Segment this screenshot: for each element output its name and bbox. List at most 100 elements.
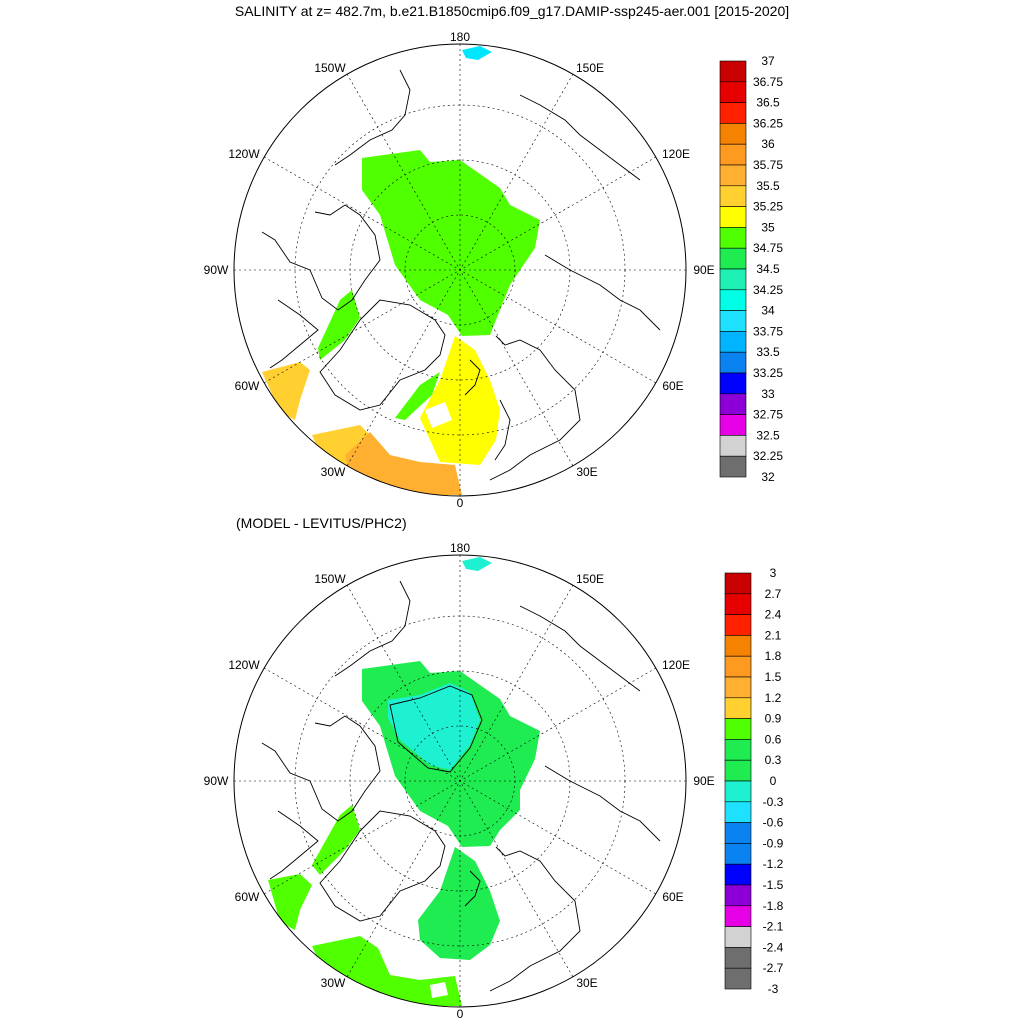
colorbar-bottom-label: 1.5	[765, 670, 782, 684]
bering-strait-patch-top	[462, 46, 492, 60]
north-atlantic-field-bottom	[312, 936, 462, 1006]
colorbar-top-swatch	[719, 227, 747, 249]
colorbar-bottom-label: 0.6	[765, 732, 782, 746]
colorbar-bottom-label: -0.6	[763, 816, 784, 830]
colorbar-top-label: 35.5	[756, 179, 780, 193]
salinity-difference-map-bottom: 180 150E 120E 90E 60E 30E 0 30W 60W 90W …	[204, 541, 715, 1021]
colorbar-top-swatch	[719, 185, 747, 207]
colorbar-top-label: 36	[761, 137, 775, 151]
colorbar-top-swatch	[719, 247, 747, 270]
lon-label-0: 0	[457, 496, 464, 510]
lon-label-180: 180	[450, 30, 470, 44]
colorbar-bottom-swatch	[724, 947, 752, 969]
colorbar-bottom-swatch	[724, 697, 752, 719]
colorbar-bottom-swatch	[724, 739, 752, 761]
lon-label-90e-bottom: 90E	[693, 774, 714, 788]
colorbar-bottom-label: 2.7	[765, 587, 782, 601]
colorbar-bottom-label: 2.1	[765, 628, 782, 642]
colorbar-top-label: 34.5	[756, 262, 780, 276]
colorbar-bottom-swatch	[724, 822, 752, 844]
colorbar-top-swatch	[719, 455, 747, 478]
colorbar-bottom-label: -0.9	[763, 836, 784, 850]
lon-label-60e-bottom: 60E	[662, 890, 683, 904]
colorbar-bottom-label: 2.4	[765, 608, 782, 622]
lon-label-120e: 120E	[662, 147, 690, 161]
colorbar-bottom-label: 3	[770, 566, 777, 580]
colorbar-top-swatch	[719, 123, 747, 145]
colorbar-bottom-swatch	[724, 967, 752, 990]
colorbar-top-label: 36.25	[753, 116, 783, 130]
lon-label-0-bottom: 0	[457, 1007, 464, 1021]
colorbar-top-label: 34	[761, 304, 775, 318]
colorbar-top-swatch	[719, 351, 747, 374]
colorbar-top-label: 33.75	[753, 324, 783, 338]
baffin-bay-field-bottom	[312, 805, 360, 875]
colorbar-bottom-swatch	[724, 759, 752, 782]
colorbar-bottom-swatch	[724, 655, 752, 678]
colorbar-bottom-swatch	[724, 780, 752, 803]
colorbar-bottom-label: -2.7	[763, 961, 784, 975]
lon-label-30e: 30E	[576, 465, 597, 479]
colorbar-top-swatch	[719, 289, 747, 311]
colorbar-bottom-swatch	[724, 635, 752, 657]
colorbar-top-label: 32.75	[753, 408, 783, 422]
colorbar-bottom-label: -2.1	[763, 920, 784, 934]
labrador-sea-field-top	[262, 362, 310, 420]
lon-label-90w: 90W	[204, 263, 229, 277]
colorbar-bottom-label: 0.9	[765, 712, 782, 726]
colorbar-bottom-label: -3	[768, 982, 779, 996]
colorbar-difference: 3 2.7 2.4 2.1 1.8 1.5 1.2 0.9 0.6 0.3 0 -0.3 -0.6 -0.…	[724, 566, 784, 996]
colorbar-bottom-swatch	[724, 718, 752, 740]
lon-label-90e: 90E	[693, 263, 714, 277]
colorbar-bottom-label: 0.3	[765, 753, 782, 767]
colorbar-top-swatch	[719, 81, 747, 103]
baffin-bay-field-top	[318, 290, 360, 360]
colorbar-bottom-label: 1.8	[765, 649, 782, 663]
colorbar-top-swatch	[719, 102, 747, 124]
colorbar-top-swatch	[719, 331, 747, 353]
greenland-coast-strip-top	[395, 372, 440, 420]
colorbar-bottom-label: -1.2	[763, 857, 784, 871]
colorbar-top-label: 32	[761, 470, 775, 484]
colorbar-top-swatch	[719, 393, 747, 415]
lon-label-150w-bottom: 150W	[314, 572, 346, 586]
colorbar-top-swatch	[719, 60, 747, 83]
colorbar-top-swatch	[719, 143, 747, 166]
colorbar-bottom-label: 1.2	[765, 691, 782, 705]
bering-strait-patch-bottom	[462, 557, 492, 571]
colorbar-top-label: 35.75	[753, 158, 783, 172]
lon-label-30w-bottom: 30W	[321, 976, 346, 990]
colorbar-top-label: 34.75	[753, 241, 783, 255]
nordic-seas-field-bottom	[418, 847, 500, 960]
colorbar-top-label: 33.5	[756, 345, 780, 359]
lon-label-120w-bottom: 120W	[228, 658, 260, 672]
colorbar-bottom-swatch	[724, 863, 752, 886]
lon-label-150e-bottom: 150E	[576, 572, 604, 586]
lon-label-60w: 60W	[235, 379, 260, 393]
lon-label-60w-bottom: 60W	[235, 890, 260, 904]
colorbar-bottom-swatch	[724, 593, 752, 615]
colorbar-bottom-swatch	[724, 676, 752, 699]
colorbar-top-label: 37	[761, 54, 775, 68]
colorbar-bottom-label: -2.4	[763, 940, 784, 954]
arctic-basin-field-top	[362, 150, 540, 336]
difference-panel-title: (MODEL - LEVITUS/PHC2)	[236, 515, 407, 531]
salinity-map-top: 180 150E 120E 90E 60E 30E 0 30W 60W 90W …	[204, 30, 715, 510]
lon-label-180-bottom: 180	[450, 541, 470, 555]
lon-label-150e: 150E	[576, 61, 604, 75]
colorbar-bottom-swatch	[724, 801, 752, 823]
colorbar-bottom-label: -1.5	[763, 878, 784, 892]
colorbar-bottom-swatch	[724, 572, 752, 595]
colorbar-bottom-swatch	[724, 843, 752, 865]
colorbar-top-label: 33	[761, 387, 775, 401]
colorbar-top-label: 35.25	[753, 200, 783, 214]
colorbar-top-label: 35	[761, 220, 775, 234]
colorbar-top-label: 32.5	[756, 428, 780, 442]
colorbar-top-label: 32.25	[753, 449, 783, 463]
colorbar-top-swatch	[719, 164, 747, 187]
labrador-sea-field-bottom	[268, 874, 312, 930]
colorbar-top-swatch	[719, 435, 747, 457]
colorbar-bottom-label: 0	[770, 774, 777, 788]
colorbar-top-swatch	[719, 310, 747, 332]
colorbar-top-swatch	[719, 414, 747, 436]
